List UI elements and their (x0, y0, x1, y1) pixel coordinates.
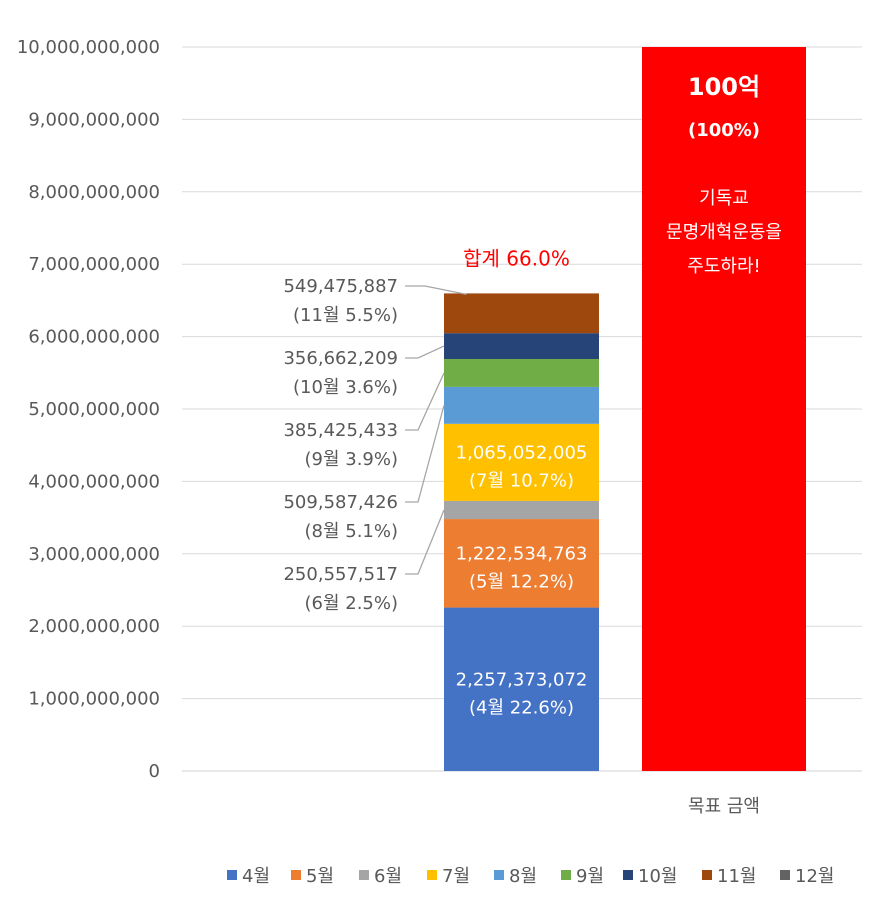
y-tick-label: 5,000,000,000 (28, 399, 160, 420)
target-bar (642, 47, 806, 771)
leader-line (405, 405, 445, 503)
bar-segment (444, 500, 599, 520)
bar-segment (444, 423, 599, 501)
leader-line (405, 285, 467, 296)
data-label-percent: (6월 2.5%) (304, 593, 398, 614)
legend-swatch (780, 870, 790, 880)
legend-swatch (227, 870, 237, 880)
legend-label: 5월 (306, 866, 334, 887)
y-tick-label: 10,000,000,000 (17, 37, 160, 58)
y-tick-label: 4,000,000,000 (28, 471, 160, 492)
leader-line (405, 345, 445, 359)
legend-swatch (359, 870, 369, 880)
data-labels: 2,257,373,072 (4월 22.6%) 1,222,534,763 (5월 … (283, 246, 587, 718)
legend: 4월 5월 6월 7월 8월 9월 10월 11월 12월 (227, 866, 834, 887)
data-label: 385,425,433 (283, 420, 398, 441)
legend-swatch (623, 870, 633, 880)
data-label-percent: (9월 3.9%) (304, 449, 398, 470)
y-tick-label: 3,000,000,000 (28, 544, 160, 565)
y-tick-label: 0 (149, 761, 160, 782)
leader-line (405, 509, 445, 575)
y-tick-label: 2,000,000,000 (28, 616, 160, 637)
legend-label: 4월 (242, 866, 270, 887)
data-label: 250,557,517 (283, 564, 398, 585)
data-label: 1,065,052,005 (456, 442, 588, 463)
data-label-percent: (5월 12.2%) (469, 571, 574, 592)
y-tick-label: 7,000,000,000 (28, 254, 160, 275)
legend-swatch (291, 870, 301, 880)
target-bar-text: 기독교 (699, 188, 749, 209)
data-label: 549,475,887 (283, 276, 398, 297)
y-tick-label: 8,000,000,000 (28, 182, 160, 203)
data-label-percent: (11월 5.5%) (293, 305, 398, 326)
data-label: 1,222,534,763 (456, 543, 588, 564)
legend-label: 10월 (638, 866, 677, 887)
data-label-percent: (4월 22.6%) (469, 697, 574, 718)
legend-label: 7월 (442, 866, 470, 887)
target-bar-title: 100억 (688, 73, 760, 101)
bars (444, 293, 599, 771)
leader-line (405, 372, 445, 431)
data-label: 2,257,373,072 (456, 669, 588, 690)
legend-label: 12월 (795, 866, 834, 887)
bar-segment (444, 386, 599, 424)
target-bar-percent: (100%) (688, 120, 760, 141)
legend-label: 6월 (374, 866, 402, 887)
legend-label: 11월 (717, 866, 756, 887)
bar-segment (444, 359, 599, 387)
data-label-percent: (10월 3.6%) (293, 377, 398, 398)
total-label: 합계 66.0% (463, 246, 570, 270)
legend-label: 9월 (576, 866, 604, 887)
legend-label: 8월 (509, 866, 537, 887)
target-bar-text: 주도하라! (687, 256, 760, 277)
legend-swatch (494, 870, 504, 880)
target-bar-text: 문명개혁운동을 (666, 222, 782, 243)
data-label: 509,587,426 (283, 492, 398, 513)
bar-segment (444, 519, 599, 608)
legend-swatch (561, 870, 571, 880)
legend-swatch (427, 870, 437, 880)
y-tick-label: 1,000,000,000 (28, 689, 160, 710)
data-label-percent: (8월 5.1%) (304, 521, 398, 542)
bar-segment (444, 333, 599, 360)
x-axis-category-label: 목표 금액 (688, 796, 760, 817)
data-label-percent: (7월 10.7%) (469, 470, 574, 491)
legend-swatch (702, 870, 712, 880)
y-axis-tick-labels: 0 1,000,000,000 2,000,000,000 3,000,000,000… (17, 37, 160, 782)
bar-segment (444, 607, 599, 771)
data-label: 356,662,209 (283, 348, 398, 369)
y-tick-label: 6,000,000,000 (28, 327, 160, 348)
bar-segment (444, 293, 599, 334)
y-tick-label: 9,000,000,000 (28, 109, 160, 130)
